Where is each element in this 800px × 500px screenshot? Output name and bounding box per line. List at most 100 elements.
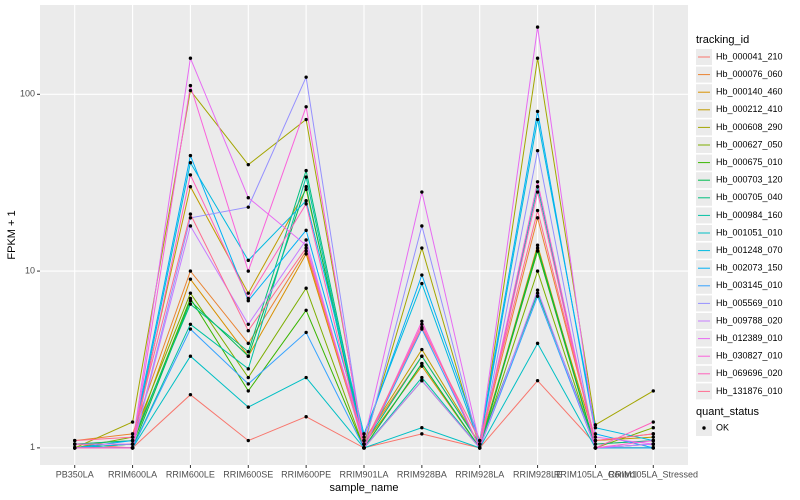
data-point: [535, 291, 540, 295]
data-point: [420, 426, 424, 430]
data-point: [246, 367, 250, 371]
data-point: [478, 446, 482, 450]
data-point: [420, 224, 424, 228]
data-point: [304, 286, 308, 290]
data-point: [535, 56, 540, 60]
data-point: [246, 196, 250, 200]
data-point: [246, 205, 250, 209]
data-point: [246, 322, 250, 327]
data-point: [651, 420, 655, 424]
y-axis-label: FPKM + 1: [6, 210, 18, 259]
legend-label: Hb_001248_070: [716, 245, 783, 255]
data-point: [651, 442, 655, 446]
data-point: [246, 389, 250, 393]
data-point: [188, 212, 193, 216]
data-point: [478, 438, 482, 443]
data-point: [304, 117, 308, 122]
legend-label: Hb_000212_410: [716, 104, 783, 114]
data-point: [535, 288, 540, 292]
data-point: [535, 109, 540, 114]
data-point: [535, 117, 540, 122]
data-point: [420, 325, 424, 330]
data-point: [304, 168, 308, 173]
data-point: [246, 382, 250, 386]
y-tick-label: 10: [25, 265, 35, 275]
legend-label: Hb_131876_010: [716, 386, 783, 396]
data-point: [535, 378, 540, 383]
data-point: [535, 243, 540, 247]
data-point: [362, 438, 366, 443]
data-point: [420, 354, 424, 358]
data-point: [535, 148, 540, 153]
data-point: [188, 291, 193, 295]
data-point: [246, 329, 250, 333]
data-point: [304, 252, 308, 256]
data-point: [188, 161, 193, 165]
data-point: [420, 190, 424, 194]
data-point: [304, 238, 308, 242]
x-axis-label: sample_name: [329, 482, 398, 494]
data-point: [478, 442, 482, 446]
legend-label: Hb_002073_150: [716, 263, 783, 273]
x-tick-label: RRIM600SE: [223, 469, 273, 479]
data-point: [593, 423, 598, 427]
data-point: [362, 446, 366, 450]
data-point: [246, 162, 250, 167]
data-point: [188, 298, 193, 303]
data-point: [246, 375, 250, 380]
data-point: [246, 405, 250, 409]
legend-label: Hb_000627_050: [716, 139, 783, 149]
data-point: [130, 442, 135, 446]
data-point: [593, 426, 598, 430]
data-point: [130, 420, 135, 424]
x-tick-label: RRIM928LA: [455, 469, 504, 479]
data-point: [420, 378, 424, 383]
data-point: [188, 173, 193, 177]
data-point: [246, 438, 250, 443]
data-point: [593, 446, 598, 450]
legend-label: Hb_000705_040: [716, 192, 783, 202]
y-tick-label: 1: [30, 442, 35, 452]
data-point: [304, 249, 308, 253]
data-point: [304, 330, 308, 335]
data-point: [535, 269, 540, 273]
data-point: [593, 435, 598, 439]
data-point: [304, 202, 308, 206]
data-point: [420, 347, 424, 352]
x-tick-label: RRIM105LA_Control: [554, 469, 637, 479]
x-tick-label: RRIM928LE: [513, 469, 562, 479]
legend-label: Hb_001051_010: [716, 227, 783, 237]
data-point: [593, 442, 598, 446]
data-point: [73, 446, 77, 450]
legend-title: quant_status: [696, 406, 759, 418]
data-point: [130, 438, 135, 443]
legend-label: Hb_003145_010: [716, 280, 783, 290]
legend-title: tracking_id: [696, 34, 749, 46]
x-tick-label: RRIM600PE: [281, 469, 331, 479]
data-point: [246, 291, 250, 295]
data-point: [130, 435, 135, 439]
data-point: [304, 185, 308, 189]
data-point: [420, 281, 424, 286]
data-point: [304, 228, 308, 233]
data-point: [304, 375, 308, 380]
data-point: [420, 322, 424, 327]
y-tick-label: 100: [20, 89, 35, 99]
data-point: [362, 442, 366, 446]
data-point: [304, 75, 308, 79]
data-point: [651, 438, 655, 443]
data-point: [593, 432, 598, 436]
data-point: [246, 354, 250, 358]
data-point: [420, 361, 424, 366]
data-point: [246, 258, 250, 263]
data-point: [188, 56, 193, 60]
legend-label: Hb_000675_010: [716, 157, 783, 167]
data-point: [420, 432, 424, 436]
legend-label: Hb_000140_460: [716, 87, 783, 97]
data-point: [188, 153, 193, 158]
data-point: [304, 175, 308, 179]
data-point: [188, 269, 193, 273]
legend-label: Hb_000041_210: [716, 51, 783, 61]
legend-label: Hb_000984_160: [716, 210, 783, 220]
